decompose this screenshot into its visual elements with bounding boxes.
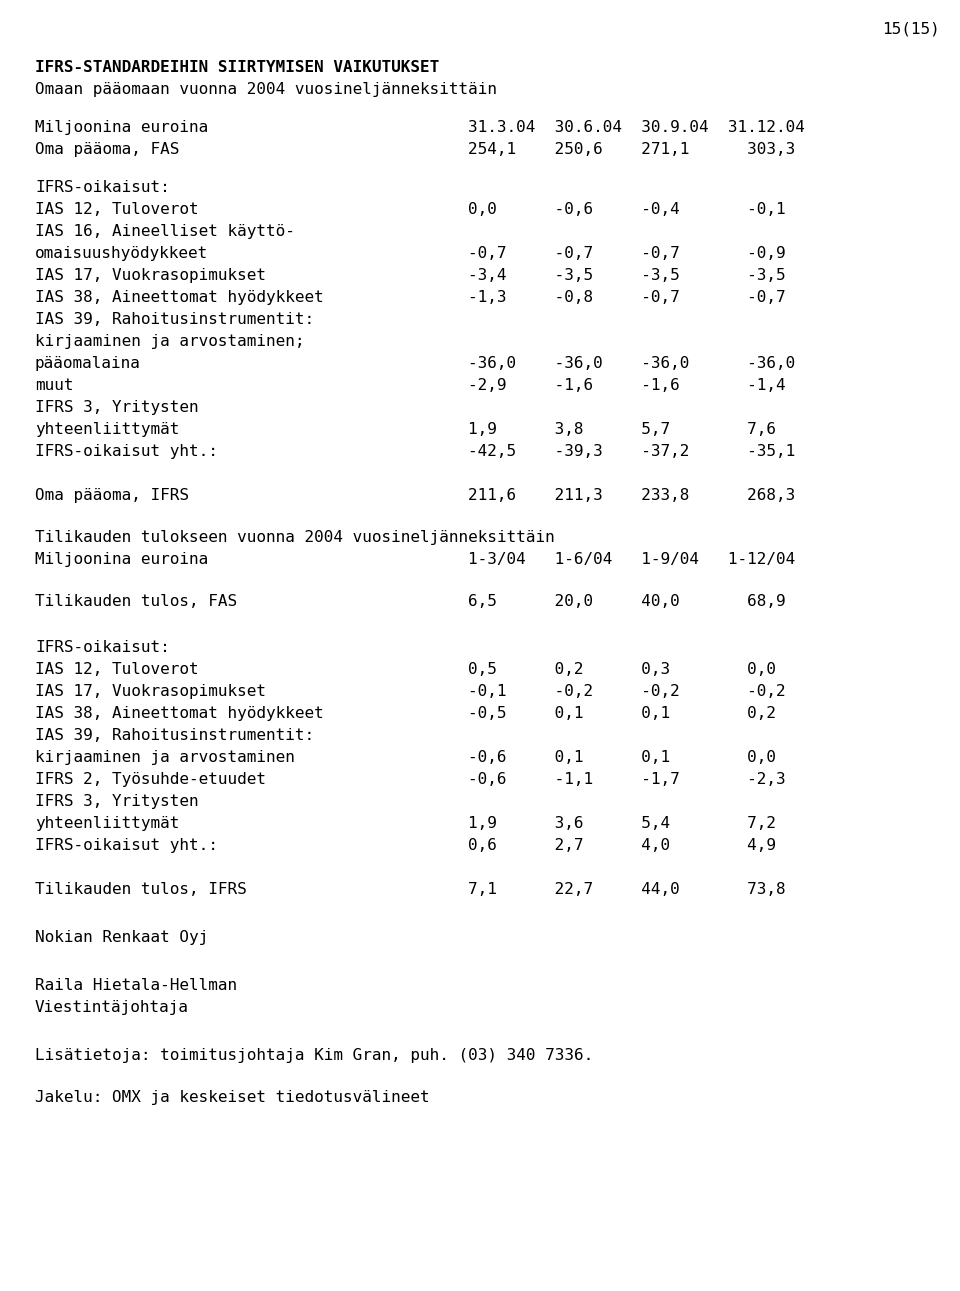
Text: 254,1    250,6    271,1      303,3: 254,1 250,6 271,1 303,3 [468,142,795,158]
Text: yhteenliittymät: yhteenliittymät [35,816,180,831]
Text: IFRS-oikaisut:: IFRS-oikaisut: [35,179,170,195]
Text: Lisätietoja: toimitusjohtaja Kim Gran, puh. (03) 340 7336.: Lisätietoja: toimitusjohtaja Kim Gran, p… [35,1048,593,1062]
Text: Miljoonina euroina: Miljoonina euroina [35,120,208,136]
Text: Miljoonina euroina: Miljoonina euroina [35,553,208,567]
Text: IFRS-STANDARDEIHIN SIIRTYMISEN VAIKUTUKSET: IFRS-STANDARDEIHIN SIIRTYMISEN VAIKUTUKS… [35,59,440,75]
Text: IAS 39, Rahoitusinstrumentit:: IAS 39, Rahoitusinstrumentit: [35,728,314,744]
Text: pääomalaina: pääomalaina [35,356,141,371]
Text: IAS 12, Tuloverot: IAS 12, Tuloverot [35,662,199,676]
Text: Oma pääoma, FAS: Oma pääoma, FAS [35,142,180,158]
Text: muut: muut [35,378,74,392]
Text: IAS 38, Aineettomat hyödykkeet: IAS 38, Aineettomat hyödykkeet [35,290,324,305]
Text: -2,9     -1,6     -1,6       -1,4: -2,9 -1,6 -1,6 -1,4 [468,378,785,392]
Text: yhteenliittymät: yhteenliittymät [35,422,180,436]
Text: IFRS 2, Työsuhde-etuudet: IFRS 2, Työsuhde-etuudet [35,772,266,788]
Text: -0,7     -0,7     -0,7       -0,9: -0,7 -0,7 -0,7 -0,9 [468,247,785,261]
Text: IAS 38, Aineettomat hyödykkeet: IAS 38, Aineettomat hyödykkeet [35,706,324,720]
Text: -0,1     -0,2     -0,2       -0,2: -0,1 -0,2 -0,2 -0,2 [468,684,785,698]
Text: Tilikauden tulos, IFRS: Tilikauden tulos, IFRS [35,882,247,897]
Text: Oma pääoma, IFRS: Oma pääoma, IFRS [35,488,189,503]
Text: IAS 16, Aineelliset käyttö-: IAS 16, Aineelliset käyttö- [35,225,295,239]
Text: -36,0    -36,0    -36,0      -36,0: -36,0 -36,0 -36,0 -36,0 [468,356,795,371]
Text: -0,5     0,1      0,1        0,2: -0,5 0,1 0,1 0,2 [468,706,776,720]
Text: 1-3/04   1-6/04   1-9/04   1-12/04: 1-3/04 1-6/04 1-9/04 1-12/04 [468,553,795,567]
Text: -42,5    -39,3    -37,2      -35,1: -42,5 -39,3 -37,2 -35,1 [468,444,795,460]
Text: IAS 17, Vuokrasopimukset: IAS 17, Vuokrasopimukset [35,684,266,698]
Text: 15(15): 15(15) [882,22,940,37]
Text: IFRS-oikaisut:: IFRS-oikaisut: [35,640,170,655]
Text: Raila Hietala-Hellman: Raila Hietala-Hellman [35,979,237,993]
Text: 0,5      0,2      0,3        0,0: 0,5 0,2 0,3 0,0 [468,662,776,676]
Text: IFRS-oikaisut yht.:: IFRS-oikaisut yht.: [35,838,218,853]
Text: Tilikauden tulos, FAS: Tilikauden tulos, FAS [35,594,237,609]
Text: -3,4     -3,5     -3,5       -3,5: -3,4 -3,5 -3,5 -3,5 [468,269,785,283]
Text: 7,1      22,7     44,0       73,8: 7,1 22,7 44,0 73,8 [468,882,785,897]
Text: -0,6     -1,1     -1,7       -2,3: -0,6 -1,1 -1,7 -2,3 [468,772,785,788]
Text: Viestintäjohtaja: Viestintäjohtaja [35,1001,189,1015]
Text: 1,9      3,8      5,7        7,6: 1,9 3,8 5,7 7,6 [468,422,776,436]
Text: -1,3     -0,8     -0,7       -0,7: -1,3 -0,8 -0,7 -0,7 [468,290,785,305]
Text: Nokian Renkaat Oyj: Nokian Renkaat Oyj [35,930,208,945]
Text: IAS 17, Vuokrasopimukset: IAS 17, Vuokrasopimukset [35,269,266,283]
Text: 0,6      2,7      4,0        4,9: 0,6 2,7 4,0 4,9 [468,838,776,853]
Text: -0,6     0,1      0,1        0,0: -0,6 0,1 0,1 0,0 [468,750,776,766]
Text: Jakelu: OMX ja keskeiset tiedotusvälineet: Jakelu: OMX ja keskeiset tiedotusvälinee… [35,1090,430,1105]
Text: Tilikauden tulokseen vuonna 2004 vuosineljänneksittäin: Tilikauden tulokseen vuonna 2004 vuosine… [35,531,555,545]
Text: 211,6    211,3    233,8      268,3: 211,6 211,3 233,8 268,3 [468,488,795,503]
Text: kirjaaminen ja arvostaminen: kirjaaminen ja arvostaminen [35,750,295,766]
Text: IFRS-oikaisut yht.:: IFRS-oikaisut yht.: [35,444,218,460]
Text: IFRS 3, Yritysten: IFRS 3, Yritysten [35,794,199,809]
Text: 6,5      20,0     40,0       68,9: 6,5 20,0 40,0 68,9 [468,594,785,609]
Text: omaisuushyödykkeet: omaisuushyödykkeet [35,247,208,261]
Text: Omaan pääomaan vuonna 2004 vuosineljänneksittäin: Omaan pääomaan vuonna 2004 vuosineljänne… [35,83,497,97]
Text: IAS 12, Tuloverot: IAS 12, Tuloverot [35,201,199,217]
Text: 31.3.04  30.6.04  30.9.04  31.12.04: 31.3.04 30.6.04 30.9.04 31.12.04 [468,120,804,136]
Text: 1,9      3,6      5,4        7,2: 1,9 3,6 5,4 7,2 [468,816,776,831]
Text: IFRS 3, Yritysten: IFRS 3, Yritysten [35,400,199,414]
Text: IAS 39, Rahoitusinstrumentit:: IAS 39, Rahoitusinstrumentit: [35,312,314,327]
Text: 0,0      -0,6     -0,4       -0,1: 0,0 -0,6 -0,4 -0,1 [468,201,785,217]
Text: kirjaaminen ja arvostaminen;: kirjaaminen ja arvostaminen; [35,334,304,349]
